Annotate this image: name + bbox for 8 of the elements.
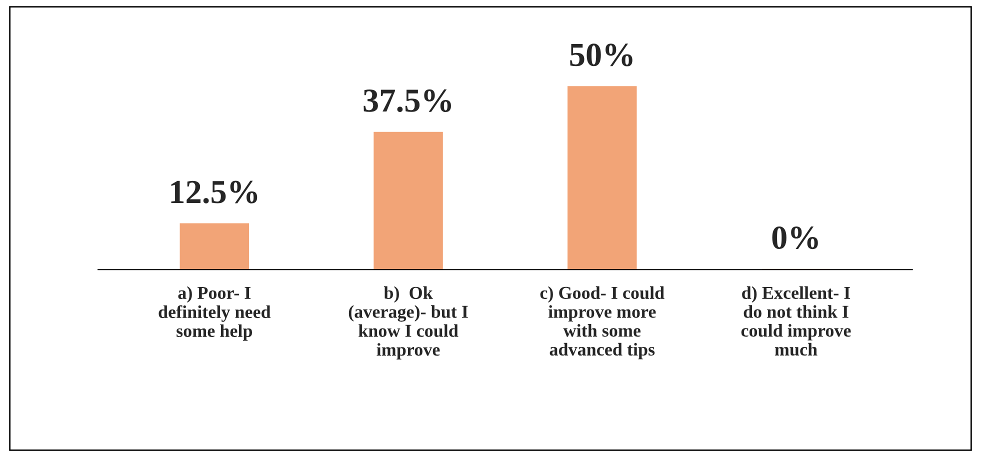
- x-tick-label: b) Ok (average)- but I know I could improve: [348, 286, 468, 360]
- data-label: 12.5%: [171, 180, 258, 204]
- x-tick-label: c) Good- I could improve more with some advanced tips: [540, 286, 664, 360]
- data-label: 0%: [772, 226, 818, 250]
- data-label: 37.5%: [364, 89, 451, 112]
- x-tick-label: d) Excellent- I do not think I could improve much: [741, 286, 851, 356]
- data-label: 50%: [570, 44, 632, 66]
- x-tick-label: a) Poor- I definitely need some help: [158, 286, 271, 341]
